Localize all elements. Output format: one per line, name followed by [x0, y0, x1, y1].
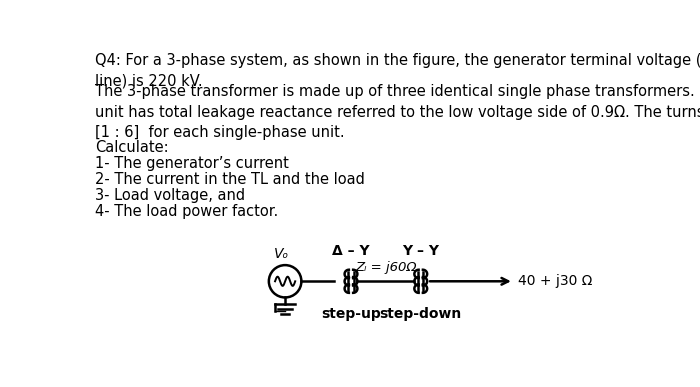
Text: 40 + j30 Ω: 40 + j30 Ω — [519, 274, 593, 288]
Text: Y – Y: Y – Y — [402, 244, 440, 258]
Text: 4- The load power factor.: 4- The load power factor. — [95, 204, 279, 219]
Text: 1- The generator’s current: 1- The generator’s current — [95, 156, 289, 171]
Text: Δ – Y: Δ – Y — [332, 244, 370, 258]
Text: step-up: step-up — [321, 307, 381, 321]
Text: The 3-phase transformer is made up of three identical single phase transformers.: The 3-phase transformer is made up of th… — [95, 84, 700, 140]
Text: Vₒ: Vₒ — [274, 247, 289, 260]
Text: Calculate:: Calculate: — [95, 140, 169, 155]
Text: 3- Load voltage, and: 3- Load voltage, and — [95, 188, 246, 203]
Text: 2- The current in the TL and the load: 2- The current in the TL and the load — [95, 172, 365, 187]
Text: step-down: step-down — [379, 307, 462, 321]
Text: Q4: For a 3-phase system, as shown in the figure, the generator terminal voltage: Q4: For a 3-phase system, as shown in th… — [95, 53, 700, 89]
Text: Zₗ = j60Ω: Zₗ = j60Ω — [355, 260, 416, 274]
